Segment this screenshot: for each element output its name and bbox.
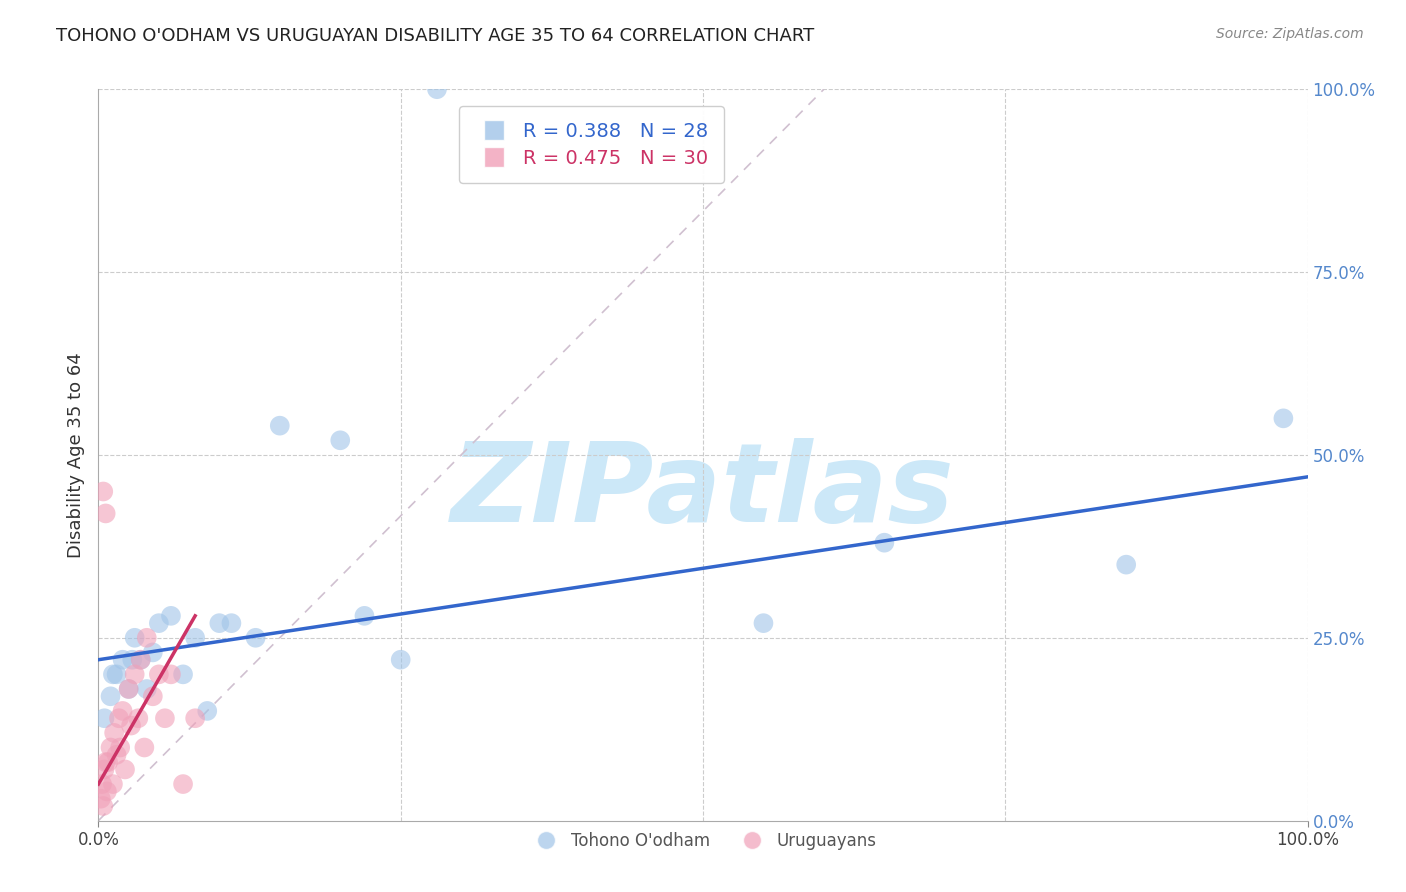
Point — [93, 763, 115, 777]
Point — [184, 711, 207, 725]
Point — [148, 667, 170, 681]
Point — [127, 711, 149, 725]
Point — [148, 616, 170, 631]
Point — [873, 535, 896, 549]
Point — [426, 82, 449, 96]
Point — [97, 755, 120, 769]
Point — [135, 681, 157, 696]
Point — [111, 704, 134, 718]
Point — [329, 434, 352, 448]
Point — [93, 711, 115, 725]
Point — [135, 631, 157, 645]
Point — [111, 653, 134, 667]
Point — [172, 667, 194, 681]
Legend: Tohono O'odham, Uruguayans: Tohono O'odham, Uruguayans — [523, 825, 883, 856]
Point — [103, 726, 125, 740]
Point — [121, 653, 143, 667]
Point — [100, 690, 122, 704]
Point — [101, 667, 124, 681]
Point — [142, 645, 165, 659]
Point — [153, 711, 176, 725]
Point — [195, 704, 218, 718]
Point — [101, 777, 124, 791]
Point — [245, 631, 267, 645]
Point — [1272, 411, 1295, 425]
Point — [120, 718, 142, 732]
Point — [108, 711, 131, 725]
Point — [96, 784, 118, 798]
Point — [91, 484, 114, 499]
Point — [208, 616, 231, 631]
Point — [114, 763, 136, 777]
Point — [221, 616, 243, 631]
Point — [142, 690, 165, 704]
Point — [105, 667, 128, 681]
Point — [94, 507, 117, 521]
Point — [94, 755, 117, 769]
Text: TOHONO O'ODHAM VS URUGUAYAN DISABILITY AGE 35 TO 64 CORRELATION CHART: TOHONO O'ODHAM VS URUGUAYAN DISABILITY A… — [56, 27, 814, 45]
Point — [105, 747, 128, 762]
Point — [160, 667, 183, 681]
Point — [389, 653, 412, 667]
Point — [353, 608, 375, 623]
Point — [118, 681, 141, 696]
Text: ZIPatlas: ZIPatlas — [451, 438, 955, 545]
Point — [100, 740, 122, 755]
Point — [269, 418, 291, 433]
Point — [172, 777, 194, 791]
Point — [124, 667, 146, 681]
Point — [752, 616, 775, 631]
Point — [184, 631, 207, 645]
Point — [129, 653, 152, 667]
Point — [90, 791, 112, 805]
Point — [91, 799, 114, 814]
Point — [129, 653, 152, 667]
Point — [134, 740, 156, 755]
Point — [118, 681, 141, 696]
Point — [124, 631, 146, 645]
Text: Source: ZipAtlas.com: Source: ZipAtlas.com — [1216, 27, 1364, 41]
Point — [91, 777, 114, 791]
Point — [160, 608, 183, 623]
Point — [108, 740, 131, 755]
Y-axis label: Disability Age 35 to 64: Disability Age 35 to 64 — [66, 352, 84, 558]
Point — [1115, 558, 1137, 572]
